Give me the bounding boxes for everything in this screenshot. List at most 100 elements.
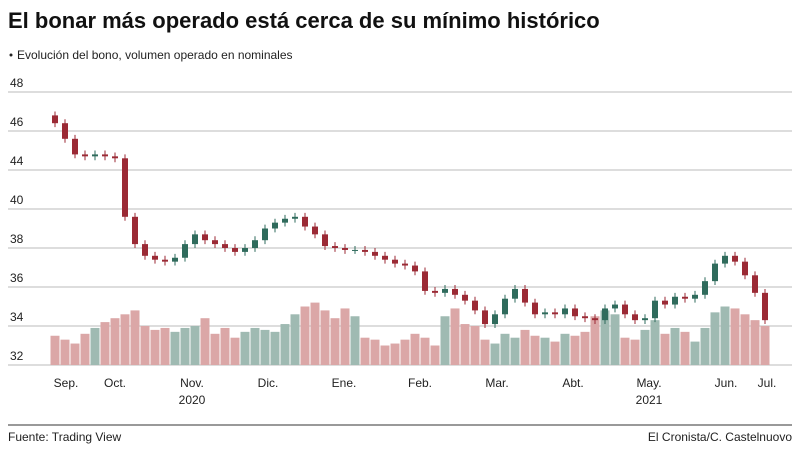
volume-bar (270, 331, 280, 365)
candle-body (562, 308, 568, 315)
volume-bar (200, 318, 210, 365)
volume-bar (390, 343, 400, 365)
volume-bar (400, 339, 410, 365)
candle-body (472, 300, 478, 311)
volume-bar (310, 302, 320, 365)
candle-body (492, 314, 498, 325)
candle-body (532, 302, 538, 315)
candle-body (222, 244, 228, 248)
volume-bar (250, 327, 260, 365)
x-tick-label: Jul. (758, 376, 777, 390)
volume-bar (430, 345, 440, 365)
candle-body (92, 154, 98, 157)
volume-bar (620, 337, 630, 365)
candle-body (572, 308, 578, 317)
volume-bar (80, 333, 90, 365)
candle-body (52, 115, 58, 124)
volume-bar (590, 316, 600, 365)
volume-bar (410, 333, 420, 365)
candle-body (452, 288, 458, 295)
x-tick-label: Oct. (104, 376, 126, 390)
volume-bar (170, 331, 180, 365)
candle-body (392, 259, 398, 264)
candle-body (442, 288, 448, 293)
candle-body (342, 248, 348, 250)
candle-body (502, 298, 508, 315)
volume-bar (100, 322, 110, 365)
candle-body (102, 154, 108, 157)
candle-body (262, 228, 268, 241)
y-tick-label: 36 (10, 271, 24, 285)
candle-body (462, 294, 468, 301)
volume-bar (540, 337, 550, 365)
y-tick-label: 46 (10, 115, 24, 129)
candle-body (62, 123, 68, 139)
candle-body (192, 234, 198, 245)
candle-body (542, 312, 548, 315)
volume-bar (550, 341, 560, 365)
candle-body (322, 234, 328, 247)
volume-bar (110, 318, 120, 365)
candle-body (132, 216, 138, 245)
volume-bar (740, 314, 750, 365)
candle-body (332, 246, 338, 248)
candle-body (672, 296, 678, 305)
year-label: 2021 (636, 393, 663, 407)
volume-bar (720, 306, 730, 365)
volume-bar (560, 333, 570, 365)
volume-bar (730, 308, 740, 365)
credit: El Cronista/C. Castelnuovo (648, 430, 792, 444)
candle-body (422, 271, 428, 291)
volume-bar (710, 312, 720, 365)
x-tick-label: Nov. (180, 376, 204, 390)
candle-body (732, 255, 738, 262)
candle-body (742, 261, 748, 276)
candle-body (112, 156, 118, 159)
volume-bar (640, 329, 650, 365)
candle-body (522, 288, 528, 303)
volume-bar (60, 339, 70, 365)
y-tick-label: 32 (10, 349, 24, 363)
candle-body (752, 275, 758, 293)
volume-bar (280, 324, 290, 365)
candle-body (482, 310, 488, 325)
candle-body (592, 318, 598, 321)
volume-bar (300, 306, 310, 365)
candle-body (402, 263, 408, 266)
candle-body (242, 248, 248, 252)
volume-bar (230, 337, 240, 365)
candle-body (652, 300, 658, 319)
x-tick-label: Sep. (54, 376, 79, 390)
candle-body (682, 296, 688, 299)
candle-body (202, 234, 208, 241)
candle-body (582, 316, 588, 319)
candle-body (82, 154, 88, 157)
x-tick-label: Ene. (332, 376, 357, 390)
y-tick-label: 38 (10, 232, 24, 246)
candle-body (152, 255, 158, 260)
volume-bar (260, 329, 270, 365)
volume-bar (570, 335, 580, 365)
candle-body (552, 312, 558, 315)
x-tick-label: Dic. (258, 376, 279, 390)
volume-bar (90, 327, 100, 365)
bullet (9, 53, 13, 57)
volume-bar (480, 339, 490, 365)
volume-bar (470, 326, 480, 365)
candle-body (642, 318, 648, 321)
candle-body (302, 216, 308, 227)
volume-bar (420, 337, 430, 365)
volume-bar (510, 337, 520, 365)
volume-bar (70, 343, 80, 365)
candle-body (382, 255, 388, 260)
volume-bar (160, 327, 170, 365)
volume-bar (520, 329, 530, 365)
y-tick-label: 44 (10, 154, 24, 168)
volume-bar (130, 310, 140, 365)
candle-body (622, 304, 628, 315)
candle-body (292, 216, 298, 219)
volume-bar (600, 310, 610, 365)
candle-body (372, 251, 378, 256)
volume-bar (210, 333, 220, 365)
